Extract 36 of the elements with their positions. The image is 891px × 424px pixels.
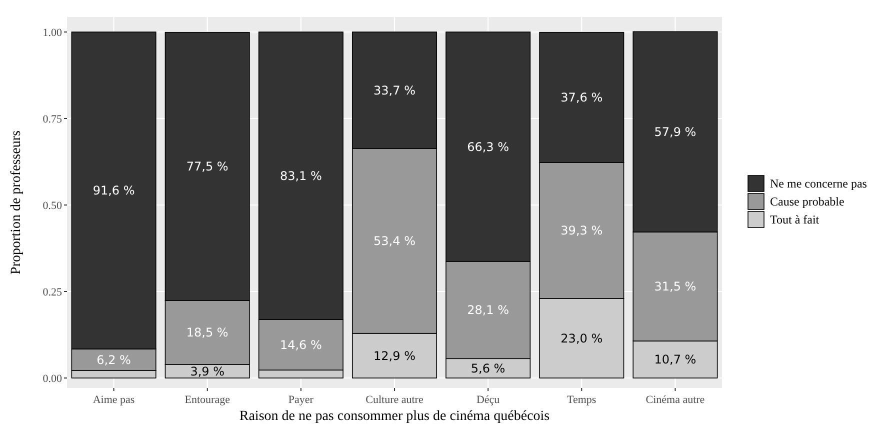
data-label: 91,6 % [92,184,135,198]
data-label: 33,7 % [374,84,416,98]
y-tick-label: 0.75 [42,113,62,126]
data-label: 28,1 % [467,303,510,318]
x-tick-label: Entourage [184,394,230,406]
x-tick-label: Aime pas [92,394,135,406]
y-tick-label: 1.00 [42,26,62,39]
data-label: 39,3 % [560,224,603,238]
legend-label: Cause probable [770,194,844,209]
data-label: 5,6 % [470,362,506,376]
x-tick-label: Déçu [476,394,500,406]
data-label: 3,9 % [190,364,225,378]
data-label: 66,3 % [467,140,510,154]
data-label: 14,6 % [280,338,322,352]
data-label: 53,4 % [374,234,416,248]
data-label: 6,2 % [96,352,131,367]
y-tick-label: 0.50 [42,200,62,212]
x-tick-label: Temps [567,394,596,406]
data-label: 31,5 % [654,280,696,294]
data-label: 57,9 % [654,125,696,140]
data-label: 10,7 % [654,352,696,367]
data-label: 37,6 % [560,90,603,105]
y-axis-title: Proportion de professeurs [9,130,24,274]
x-tick-label: Cinéma autre [646,394,705,406]
data-label: 77,5 % [186,160,228,174]
data-label: 18,5 % [186,326,228,340]
x-tick-label: Payer [288,394,314,406]
x-tick-label: Culture autre [366,394,424,406]
legend-label: Tout à fait [770,212,820,227]
data-label: 12,9 % [374,348,416,363]
data-label: 83,1 % [280,168,322,183]
data-label: 23,0 % [560,331,603,346]
y-tick-label: 0.25 [42,286,62,298]
y-tick-label: 0.00 [42,372,62,385]
legend-label: Ne me concerne pas [770,176,868,191]
x-axis-title: Raison de ne pas consommer plus de cinéma québécois [239,409,550,424]
